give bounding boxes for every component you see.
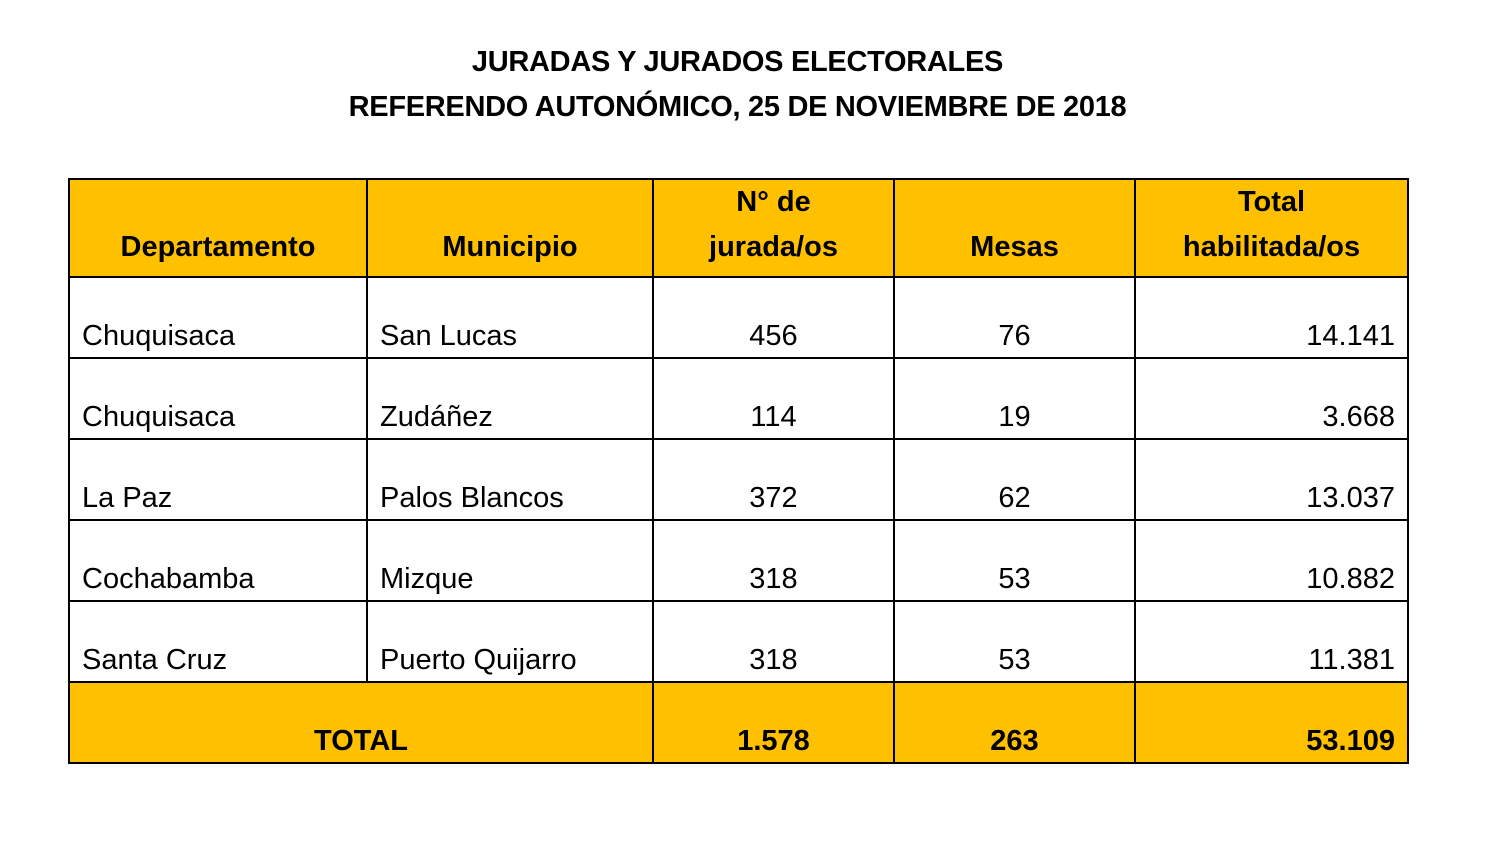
cell-habilitados: 11.381 — [1134, 600, 1409, 683]
header-jurados: N° de jurada/os — [652, 178, 895, 278]
cell-departamento: Cochabamba — [68, 519, 368, 602]
cell-mesas: 76 — [893, 276, 1136, 359]
cell-departamento: Chuquisaca — [68, 276, 368, 359]
cell-departamento: La Paz — [68, 438, 368, 521]
total-label: TOTAL — [68, 681, 654, 764]
title-line-1: JURADAS Y JURADOS ELECTORALES — [471, 46, 1004, 78]
cell-mesas: 19 — [893, 357, 1136, 440]
cell-municipio: Zudáñez — [366, 357, 654, 440]
table-row: Santa Cruz Puerto Quijarro 318 53 11.381 — [68, 600, 1409, 683]
cell-jurados: 456 — [652, 276, 895, 359]
cell-jurados: 318 — [652, 519, 895, 602]
table-row: Chuquisaca Zudáñez 114 19 3.668 — [68, 357, 1409, 440]
header-jurados-line-1: N° de — [736, 186, 811, 218]
cell-habilitados: 14.141 — [1134, 276, 1409, 359]
cell-departamento: Santa Cruz — [68, 600, 368, 683]
cell-jurados: 318 — [652, 600, 895, 683]
total-habilitados: 53.109 — [1134, 681, 1409, 764]
cell-municipio: Palos Blancos — [366, 438, 654, 521]
total-mesas: 263 — [893, 681, 1136, 764]
cell-habilitados: 13.037 — [1134, 438, 1409, 521]
header-departamento: Departamento — [68, 178, 368, 278]
cell-habilitados: 10.882 — [1134, 519, 1409, 602]
cell-municipio: Puerto Quijarro — [366, 600, 654, 683]
header-municipio: Municipio — [366, 178, 654, 278]
cell-habilitados: 3.668 — [1134, 357, 1409, 440]
header-total-line-1: Total — [1237, 186, 1306, 218]
header-mesas: Mesas — [893, 178, 1136, 278]
cell-jurados: 114 — [652, 357, 895, 440]
cell-mesas: 53 — [893, 519, 1136, 602]
header-total: Total habilitada/os — [1134, 178, 1409, 278]
jurados-table: Departamento Municipio N° de jurada/os Me… — [68, 178, 1409, 764]
header-row: Departamento Municipio N° de jurada/os Me… — [68, 178, 1409, 278]
cell-municipio: Mizque — [366, 519, 654, 602]
cell-mesas: 62 — [893, 438, 1136, 521]
total-row: TOTAL 1.578 263 53.109 — [68, 681, 1409, 764]
total-jurados: 1.578 — [652, 681, 895, 764]
cell-municipio: San Lucas — [366, 276, 654, 359]
header-total-line-2: habilitada/os — [1182, 231, 1361, 263]
cell-mesas: 53 — [893, 600, 1136, 683]
table-row: La Paz Palos Blancos 372 62 13.037 — [68, 438, 1409, 521]
table-row: Chuquisaca San Lucas 456 76 14.141 — [68, 276, 1409, 359]
cell-departamento: Chuquisaca — [68, 357, 368, 440]
header-jurados-line-2: jurada/os — [709, 231, 838, 263]
title-line-2: REFERENDO AUTONÓMICO, 25 DE NOVIEMBRE DE… — [348, 91, 1127, 123]
table-row: Cochabamba Mizque 318 53 10.882 — [68, 519, 1409, 602]
cell-jurados: 372 — [652, 438, 895, 521]
